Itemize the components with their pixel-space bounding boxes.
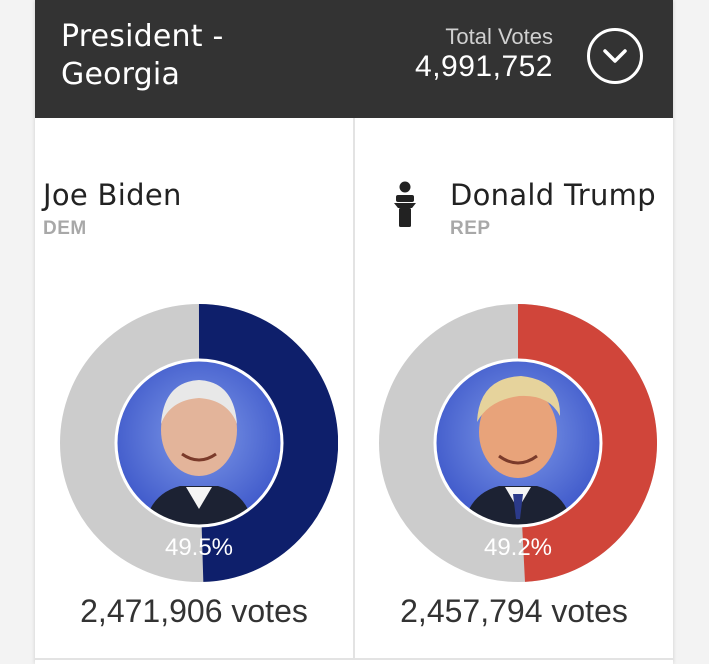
trump-photo bbox=[435, 360, 601, 526]
chevron-down-icon bbox=[603, 49, 627, 63]
donut-share-arc bbox=[517, 304, 657, 582]
vote-percent: 49.2% bbox=[483, 534, 553, 561]
vote-share-donut: 49.5% bbox=[60, 304, 339, 582]
race-title: President - Georgia bbox=[61, 19, 224, 92]
vote-count: 2,471,906 votes bbox=[80, 593, 308, 629]
vote-percent: 49.5% bbox=[164, 534, 234, 561]
podium-icon bbox=[394, 181, 416, 227]
donut-share-arc bbox=[198, 304, 339, 582]
candidate-party: REP bbox=[450, 218, 491, 239]
vote-count: 2,457,794 votes bbox=[400, 593, 628, 629]
biden-photo bbox=[116, 360, 282, 526]
race-card: President - Georgia Total Votes 4,991,75… bbox=[35, 0, 673, 664]
column-divider bbox=[353, 118, 355, 658]
candidates-row: Joe Biden DEM bbox=[35, 118, 673, 658]
candidate-name: Joe Biden bbox=[43, 178, 182, 212]
race-header: President - Georgia Total Votes 4,991,75… bbox=[35, 0, 673, 118]
bottom-divider bbox=[35, 658, 673, 660]
total-votes-label: Total Votes bbox=[445, 24, 553, 49]
candidate-trump[interactable]: Donald Trump REP bbox=[355, 118, 673, 658]
vote-share-donut: 49.2% bbox=[379, 304, 657, 582]
candidate-biden[interactable]: Joe Biden DEM bbox=[35, 118, 353, 658]
candidate-name: Donald Trump bbox=[450, 178, 656, 212]
total-votes-value: 4,991,752 bbox=[415, 50, 553, 83]
expand-button[interactable] bbox=[587, 28, 643, 84]
candidate-party: DEM bbox=[43, 218, 87, 239]
